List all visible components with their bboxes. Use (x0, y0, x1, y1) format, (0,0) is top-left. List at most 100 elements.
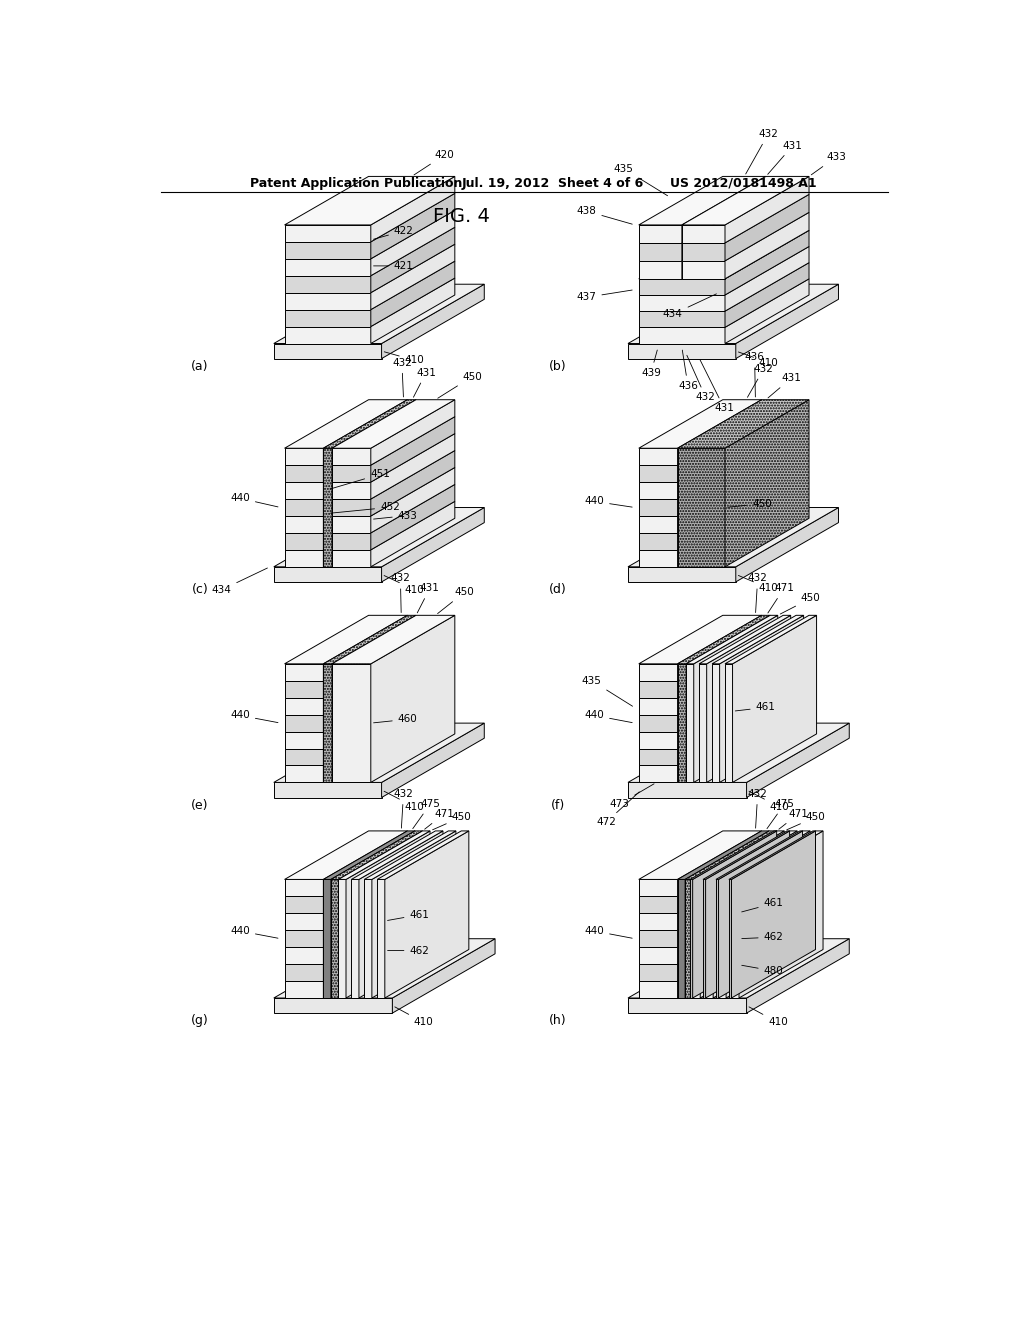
Polygon shape (324, 700, 408, 766)
Polygon shape (639, 533, 678, 550)
Polygon shape (706, 830, 797, 879)
Polygon shape (682, 261, 725, 279)
Polygon shape (719, 830, 803, 998)
Text: 462: 462 (388, 945, 429, 956)
Polygon shape (324, 502, 408, 566)
Polygon shape (639, 261, 682, 279)
Polygon shape (628, 939, 849, 998)
Text: 450: 450 (432, 812, 471, 830)
Polygon shape (339, 879, 346, 998)
Polygon shape (699, 615, 791, 664)
Polygon shape (678, 717, 762, 783)
Text: 450: 450 (786, 812, 825, 830)
Polygon shape (639, 913, 678, 931)
Text: 438: 438 (577, 206, 632, 224)
Polygon shape (371, 433, 455, 499)
Polygon shape (285, 259, 371, 276)
Polygon shape (682, 224, 725, 243)
Polygon shape (285, 931, 324, 948)
Polygon shape (729, 830, 815, 879)
Polygon shape (285, 326, 371, 343)
Polygon shape (285, 896, 324, 913)
Polygon shape (678, 615, 762, 681)
Text: 471: 471 (425, 809, 454, 829)
Polygon shape (371, 210, 455, 276)
Polygon shape (332, 400, 455, 449)
Text: 431: 431 (768, 374, 801, 397)
Polygon shape (332, 449, 371, 465)
Polygon shape (678, 632, 762, 698)
Polygon shape (639, 499, 678, 516)
Polygon shape (678, 400, 809, 449)
Polygon shape (639, 698, 678, 714)
Text: 461: 461 (741, 899, 783, 912)
Polygon shape (628, 284, 839, 343)
Polygon shape (678, 664, 686, 783)
Polygon shape (692, 879, 700, 998)
Polygon shape (324, 417, 408, 482)
Text: 440: 440 (585, 496, 632, 507)
Polygon shape (332, 664, 371, 783)
Text: 421: 421 (374, 261, 414, 271)
Polygon shape (639, 681, 678, 698)
Polygon shape (371, 193, 455, 259)
Polygon shape (678, 830, 762, 896)
Text: 410: 410 (749, 791, 790, 812)
Polygon shape (639, 615, 762, 664)
Text: 410: 410 (738, 576, 778, 593)
Polygon shape (639, 465, 678, 482)
Polygon shape (725, 177, 809, 243)
Polygon shape (678, 484, 762, 550)
Text: 450: 450 (728, 499, 772, 508)
Polygon shape (706, 879, 713, 998)
Polygon shape (699, 664, 707, 783)
Polygon shape (324, 899, 408, 964)
Text: 410: 410 (749, 1007, 787, 1027)
Text: 422: 422 (374, 226, 414, 239)
Polygon shape (678, 450, 762, 516)
Polygon shape (639, 279, 725, 294)
Polygon shape (371, 261, 455, 326)
Polygon shape (725, 664, 732, 783)
Polygon shape (332, 465, 371, 482)
Polygon shape (678, 916, 762, 981)
Polygon shape (628, 343, 736, 359)
Polygon shape (707, 615, 791, 783)
Polygon shape (639, 664, 678, 681)
Polygon shape (273, 284, 484, 343)
Polygon shape (392, 939, 495, 1014)
Polygon shape (639, 516, 678, 533)
Polygon shape (639, 400, 762, 449)
Text: 436: 436 (744, 352, 765, 397)
Polygon shape (639, 327, 725, 343)
Polygon shape (685, 879, 692, 998)
Text: 432: 432 (390, 573, 411, 612)
Polygon shape (639, 177, 766, 224)
Text: Jul. 19, 2012  Sheet 4 of 6: Jul. 19, 2012 Sheet 4 of 6 (462, 177, 644, 190)
Polygon shape (273, 939, 495, 998)
Polygon shape (639, 896, 678, 913)
Polygon shape (678, 433, 762, 499)
Polygon shape (382, 284, 484, 359)
Polygon shape (678, 932, 762, 998)
Polygon shape (324, 847, 408, 913)
Polygon shape (324, 449, 332, 566)
Text: 410: 410 (384, 576, 424, 595)
Polygon shape (686, 615, 778, 664)
Text: 440: 440 (230, 710, 278, 722)
Text: 433: 433 (374, 511, 418, 520)
Polygon shape (690, 879, 692, 998)
Polygon shape (678, 682, 762, 748)
Polygon shape (285, 879, 324, 896)
Polygon shape (324, 830, 408, 896)
Polygon shape (351, 830, 443, 879)
Polygon shape (285, 981, 324, 998)
Polygon shape (639, 550, 678, 566)
Polygon shape (703, 879, 706, 998)
Text: (g): (g) (191, 1014, 209, 1027)
Polygon shape (725, 230, 809, 294)
Polygon shape (729, 879, 731, 998)
Polygon shape (682, 213, 766, 279)
Polygon shape (332, 482, 371, 499)
Polygon shape (732, 615, 816, 783)
